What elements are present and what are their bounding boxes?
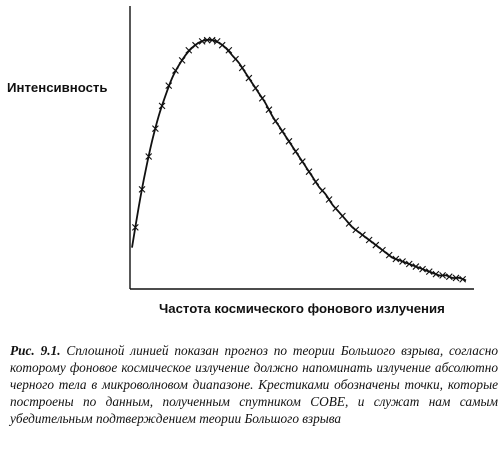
data-point-cross	[238, 64, 246, 72]
data-point-cross	[278, 127, 286, 135]
data-point-cross	[198, 37, 206, 45]
data-point-cross	[405, 260, 413, 268]
data-point-cross	[445, 273, 453, 281]
data-point-cross	[292, 148, 300, 155]
data-point-cross	[352, 226, 360, 234]
x-axis-label: Частота космического фонового излучения	[159, 301, 445, 316]
data-point-cross	[339, 212, 346, 220]
data-point-cross	[359, 231, 366, 239]
data-point-cross	[312, 178, 320, 186]
data-point-cross	[392, 255, 400, 263]
y-axis-label: Интенсивность	[7, 80, 108, 95]
data-point-cross	[213, 37, 221, 45]
data-point-cross	[379, 246, 386, 254]
caption-label: Рис. 9.1.	[10, 343, 61, 358]
data-point-cross	[412, 263, 420, 270]
data-point-cross	[265, 106, 273, 114]
data-point-cross	[232, 55, 239, 63]
prediction-series	[131, 38, 467, 282]
data-point-cross	[325, 196, 333, 203]
data-point-cross	[425, 268, 433, 276]
data-point-cross	[318, 187, 326, 195]
data-point-cross	[439, 272, 447, 279]
data-point-cross	[138, 186, 146, 193]
data-point-cross	[385, 251, 393, 259]
data-point-cross	[165, 82, 173, 90]
data-point-cross	[452, 274, 460, 282]
data-point-cross	[151, 125, 159, 133]
data-point-cross	[432, 270, 440, 278]
data-point-cross	[131, 223, 139, 231]
data-point-cross	[305, 168, 313, 176]
data-point-cross	[258, 94, 266, 102]
data-point-cross	[298, 158, 306, 165]
data-point-cross	[245, 74, 253, 82]
data-point-cross	[285, 137, 293, 145]
measurement-series	[131, 36, 467, 283]
data-point-cross	[225, 46, 233, 54]
data-point-cross	[252, 84, 259, 92]
data-point-cross	[332, 204, 340, 212]
figure-caption: Рис. 9.1. Сплошной линией показан прогно…	[10, 342, 498, 427]
data-point-cross	[218, 41, 226, 49]
chart: Интенсивность Частота космического фонов…	[7, 6, 474, 316]
data-point-cross	[372, 241, 380, 249]
data-point-cross	[419, 265, 426, 273]
prediction-curve	[131, 38, 467, 282]
data-point-cross	[158, 102, 166, 110]
data-point-cross	[178, 56, 186, 64]
data-point-cross	[185, 46, 193, 54]
data-point-cross	[365, 236, 373, 244]
data-point-cross	[145, 153, 153, 160]
axes	[129, 6, 474, 290]
data-point-cross	[192, 41, 199, 49]
data-point-cross	[208, 36, 216, 44]
data-point-cross	[272, 117, 280, 125]
data-point-cross	[203, 36, 211, 44]
data-point-cross	[399, 258, 406, 265]
caption-text: Сплошной линией показан прогноз по теори…	[10, 343, 499, 426]
data-point-cross	[459, 275, 467, 283]
data-point-cross	[172, 67, 179, 74]
data-point-cross	[345, 220, 353, 227]
